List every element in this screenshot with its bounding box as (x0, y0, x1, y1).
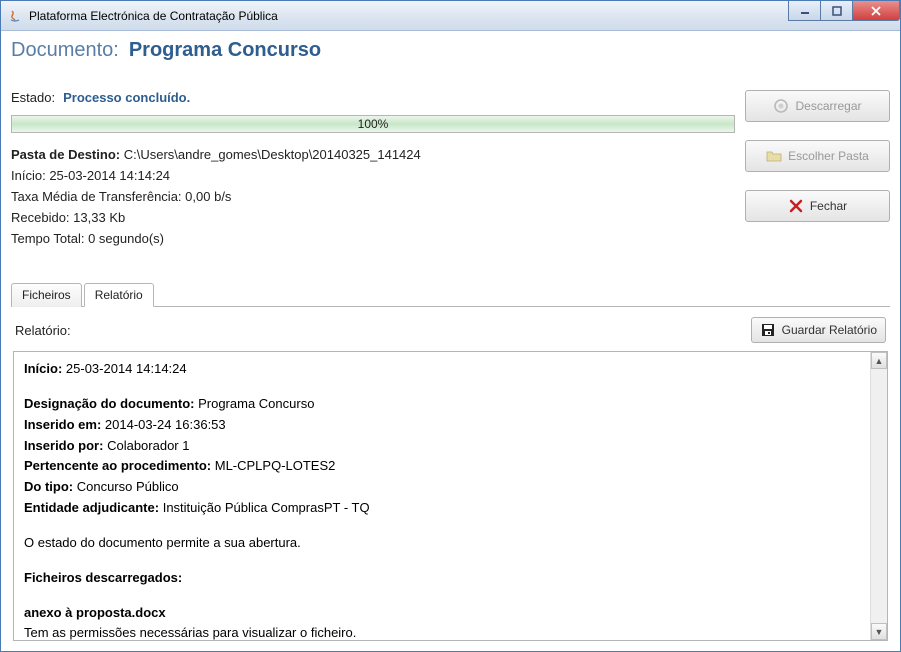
download-icon (773, 98, 789, 114)
java-icon (7, 8, 23, 24)
document-label: Documento: (11, 39, 119, 62)
window-title: Plataforma Electrónica de Contratação Pú… (29, 9, 896, 23)
rpt-designacao-label: Designação do documento: (24, 396, 194, 411)
save-report-label: Guardar Relatório (782, 323, 877, 337)
progress-bar: 100% (11, 115, 735, 133)
recebido-value: 13,33 Kb (73, 210, 125, 225)
recebido-label: Recebido: (11, 210, 70, 225)
rpt-inserido-em-value: 2014-03-24 16:36:53 (105, 417, 226, 432)
inicio-line: Início: 25-03-2014 14:14:24 (11, 168, 735, 183)
content-area: Documento: Programa Concurso Estado: Pro… (1, 31, 900, 651)
download-label: Descarregar (795, 99, 861, 113)
titlebar: Plataforma Electrónica de Contratação Pú… (1, 1, 900, 31)
taxa-value: 0,00 b/s (185, 189, 231, 204)
window-controls (788, 1, 900, 21)
destino-value: C:\Users\andre_gomes\Desktop\20140325_14… (124, 147, 421, 162)
taxa-line: Taxa Média de Transferência: 0,00 b/s (11, 189, 735, 204)
maximize-button[interactable] (820, 1, 852, 21)
tab-relatorio[interactable]: Relatório (84, 283, 154, 307)
rpt-inserido-por-label: Inserido por: (24, 438, 103, 453)
rpt-pertencente-label: Pertencente ao procedimento: (24, 458, 211, 473)
state-row: Estado: Processo concluído. (11, 90, 735, 105)
report-content: Início: 25-03-2014 14:14:24 Designação d… (14, 352, 870, 640)
rpt-ficheiros-header: Ficheiros descarregados: (24, 570, 182, 585)
tempo-line: Tempo Total: 0 segundo(s) (11, 231, 735, 246)
destino-label: Pasta de Destino: (11, 147, 120, 162)
recebido-line: Recebido: 13,33 Kb (11, 210, 735, 225)
rpt-inicio-label: Início: (24, 361, 62, 376)
tab-ficheiros[interactable]: Ficheiros (11, 283, 82, 307)
state-label: Estado: (11, 90, 55, 105)
left-column: Estado: Processo concluído. 100% Pasta d… (11, 90, 735, 252)
scrollbar[interactable]: ▲ ▼ (870, 352, 887, 640)
tabs: Ficheiros Relatório (11, 282, 890, 307)
rpt-inserido-por-value: Colaborador 1 (107, 438, 189, 453)
rpt-file1-perm: Tem as permissões necessárias para visua… (24, 624, 860, 640)
panel-label: Relatório: (15, 323, 71, 338)
tempo-label: Tempo Total: (11, 231, 84, 246)
rpt-tipo-label: Do tipo: (24, 479, 73, 494)
report-box: Início: 25-03-2014 14:14:24 Designação d… (13, 351, 888, 641)
document-name: Programa Concurso (129, 39, 321, 62)
close-dialog-button[interactable]: Fechar (745, 190, 890, 222)
scroll-down-icon[interactable]: ▼ (871, 623, 887, 640)
document-header: Documento: Programa Concurso (11, 39, 890, 62)
taxa-label: Taxa Média de Transferência: (11, 189, 182, 204)
app-window: Plataforma Electrónica de Contratação Pú… (0, 0, 901, 652)
main-row: Estado: Processo concluído. 100% Pasta d… (11, 90, 890, 252)
rpt-entidade-value: Instituição Pública ComprasPT - TQ (163, 500, 370, 515)
minimize-button[interactable] (788, 1, 820, 21)
rpt-file1-name: anexo à proposta.docx (24, 605, 166, 620)
save-report-button[interactable]: Guardar Relatório (751, 317, 886, 343)
rpt-tipo-value: Concurso Público (77, 479, 179, 494)
download-button[interactable]: Descarregar (745, 90, 890, 122)
choose-folder-button[interactable]: Escolher Pasta (745, 140, 890, 172)
inicio-value: 25-03-2014 14:14:24 (49, 168, 170, 183)
rpt-designacao-value: Programa Concurso (198, 396, 314, 411)
inicio-label: Início: (11, 168, 46, 183)
close-icon (788, 198, 804, 214)
close-dialog-label: Fechar (810, 199, 847, 213)
rpt-entidade-label: Entidade adjudicante: (24, 500, 159, 515)
report-panel: Relatório: Guardar Relatório (11, 307, 890, 643)
scroll-up-icon[interactable]: ▲ (871, 352, 887, 369)
rpt-inicio-value: 25-03-2014 14:14:24 (66, 361, 187, 376)
save-icon (760, 322, 776, 338)
progress-text: 100% (12, 116, 734, 132)
tempo-value: 0 segundo(s) (88, 231, 164, 246)
choose-folder-label: Escolher Pasta (788, 149, 869, 163)
state-value: Processo concluído. (63, 90, 190, 105)
rpt-pertencente-value: ML-CPLPQ-LOTES2 (215, 458, 336, 473)
rpt-inserido-em-label: Inserido em: (24, 417, 101, 432)
destino-line: Pasta de Destino: C:\Users\andre_gomes\D… (11, 147, 735, 162)
panel-header: Relatório: Guardar Relatório (13, 317, 888, 343)
rpt-estado-msg: O estado do documento permite a sua aber… (24, 534, 860, 553)
close-button[interactable] (852, 1, 900, 21)
right-column: Descarregar Escolher Pasta (745, 90, 890, 252)
folder-icon (766, 148, 782, 164)
